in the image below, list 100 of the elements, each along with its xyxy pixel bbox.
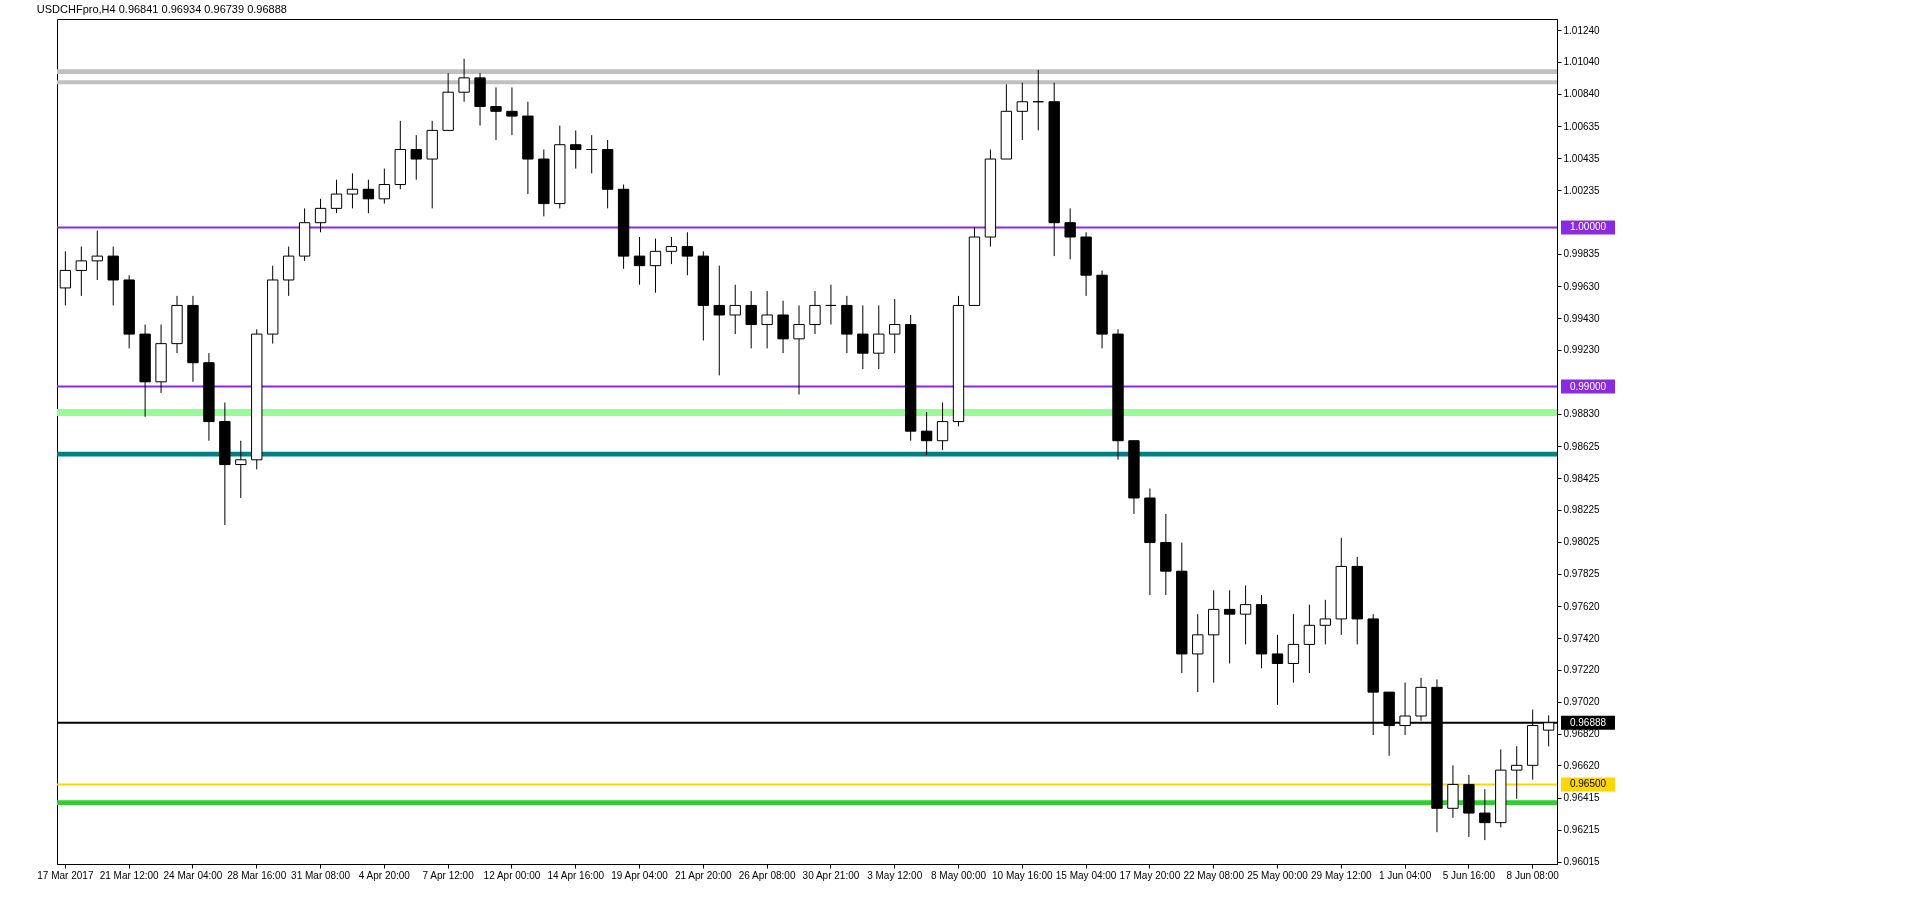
candlestick	[75, 246, 88, 297]
x-tick-label: 29 May 12:00	[1310, 869, 1373, 881]
y-tick-label: 1.01240	[1563, 24, 1601, 36]
candlestick	[235, 440, 247, 499]
candlestick	[570, 129, 582, 170]
x-tick-label: 25 May 00:00	[1247, 869, 1309, 881]
x-tick-label: 14 Apr 16:00	[547, 869, 605, 881]
candlestick	[761, 290, 773, 349]
candlestick	[681, 231, 694, 276]
candlestick	[777, 300, 789, 354]
y-tick-label: 0.99430	[1563, 312, 1601, 324]
y-tick-label: 0.98025	[1563, 536, 1601, 548]
candlestick	[490, 86, 502, 141]
x-tick-label: 30 Apr 21:00	[802, 869, 860, 881]
y-tick-label: 1.00235	[1563, 184, 1601, 196]
candlestick	[1223, 589, 1236, 664]
candlestick	[857, 304, 869, 370]
y-tick-label: 1.01040	[1563, 56, 1601, 68]
y-tick-label: 0.96215	[1563, 824, 1601, 836]
x-tick-label: 21 Apr 20:00	[674, 869, 733, 881]
candlestick	[793, 304, 805, 396]
candlestick	[1287, 613, 1300, 684]
candlestick	[729, 284, 741, 335]
candlestick	[59, 250, 72, 306]
y-tick-label: 0.97620	[1563, 600, 1601, 612]
candlestick	[282, 246, 295, 297]
y-tick-label: 1.00840	[1563, 88, 1601, 100]
x-tick-label: 15 May 04:00	[1055, 869, 1117, 881]
y-tick-label: 0.98225	[1563, 504, 1601, 516]
ref-line-label: 1.00000	[1569, 221, 1607, 233]
y-tick-label: 0.96820	[1563, 728, 1601, 740]
candlestick	[1303, 604, 1316, 674]
candlestick	[1271, 634, 1284, 706]
candlestick	[825, 284, 837, 326]
candlestick	[936, 402, 949, 451]
candlestick	[378, 168, 391, 205]
x-tick-label: 17 Mar 2017	[37, 869, 94, 881]
y-tick-label: 0.98425	[1563, 472, 1601, 484]
candlestick	[809, 290, 821, 335]
y-tick-label: 1.00435	[1563, 152, 1601, 164]
x-tick-label: 8 Jun 08:00	[1506, 869, 1560, 881]
candlestick	[91, 230, 103, 281]
y-tick-label: 0.97825	[1563, 568, 1601, 580]
candlestick	[346, 172, 359, 209]
candlestick	[458, 58, 470, 103]
x-tick-label: 17 May 20:00	[1119, 869, 1181, 881]
candlestick	[107, 246, 119, 306]
y-tick-label: 0.98830	[1563, 408, 1601, 420]
ref-line-label: 0.99000	[1569, 380, 1607, 392]
x-tick-label: 4 Apr 20:00	[358, 869, 411, 881]
y-tick-label: 0.99835	[1563, 248, 1601, 260]
x-tick-label: 21 Mar 12:00	[99, 869, 160, 881]
y-tick-label: 0.96415	[1563, 792, 1601, 804]
x-tick-label: 7 Apr 12:00	[422, 869, 475, 881]
candlestick	[1319, 599, 1332, 645]
candlestick	[665, 236, 678, 265]
y-tick-label: 0.97220	[1563, 664, 1601, 676]
candlestick	[506, 86, 518, 136]
y-tick-label: 0.96620	[1563, 759, 1601, 771]
candlestick	[1192, 613, 1204, 693]
candlestick	[410, 134, 422, 181]
y-tick-label: 0.99230	[1563, 344, 1601, 356]
x-tick-label: 28 Mar 16:00	[227, 869, 287, 881]
y-tick-label: 0.99630	[1563, 280, 1601, 292]
y-tick-label: 0.97020	[1563, 696, 1601, 708]
y-tick-label: 0.96015	[1563, 856, 1601, 868]
y-tick-label: 0.98625	[1563, 440, 1601, 452]
x-tick-label: 10 May 16:00	[992, 869, 1054, 881]
candlestick	[330, 179, 343, 214]
candlestick	[873, 304, 885, 370]
x-tick-label: 1 Jun 04:00	[1378, 869, 1432, 881]
candlestick	[1064, 207, 1076, 260]
candlestick	[1479, 788, 1491, 841]
chart-title: USDCHFpro,H4 0.96841 0.96934 0.96739 0.96888	[36, 3, 287, 15]
candlestick	[1447, 764, 1459, 819]
x-tick-label: 24 Mar 04:00	[163, 869, 223, 881]
x-tick-label: 8 May 00:00	[930, 869, 987, 881]
x-tick-label: 5 Jun 16:00	[1442, 869, 1496, 881]
candlestick	[314, 198, 327, 233]
candlestick	[586, 134, 598, 174]
candlestick	[920, 411, 933, 456]
candlestick	[649, 238, 662, 294]
x-tick-label: 22 May 08:00	[1183, 869, 1245, 881]
candlestick	[362, 179, 375, 214]
y-tick-label: 1.00635	[1563, 120, 1601, 132]
y-tick-label: 0.97420	[1563, 632, 1601, 644]
candlestick	[889, 298, 901, 354]
ref-line-label: 0.96500	[1569, 778, 1607, 790]
candlestick	[633, 236, 646, 286]
x-tick-label: 31 Mar 08:00	[291, 869, 351, 881]
candlestick	[1511, 745, 1523, 800]
candlestick	[713, 265, 725, 376]
ref-line-label: 0.96888	[1569, 716, 1607, 728]
candlestick	[1016, 82, 1028, 141]
candlestick	[745, 290, 757, 349]
x-tick-label: 12 Apr 00:00	[483, 869, 541, 881]
x-tick-label: 19 Apr 04:00	[611, 869, 669, 881]
candlestick	[1032, 69, 1044, 131]
x-tick-label: 26 Apr 08:00	[738, 869, 796, 881]
candlestick	[1239, 585, 1252, 645]
